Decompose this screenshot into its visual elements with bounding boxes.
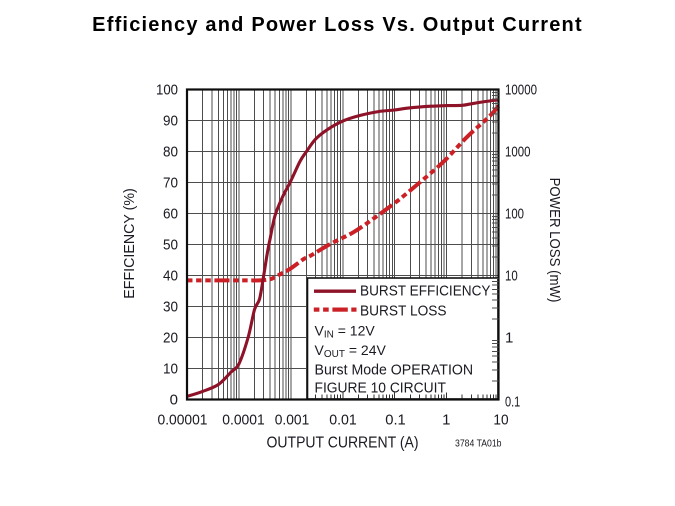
svg-text:20: 20 — [163, 330, 178, 347]
svg-text:0.1: 0.1 — [505, 394, 520, 411]
svg-text:0.1: 0.1 — [385, 412, 406, 429]
svg-text:Burst Mode OPERATION: Burst Mode OPERATION — [315, 362, 474, 378]
svg-text:50: 50 — [163, 237, 178, 254]
svg-text:0: 0 — [170, 392, 178, 409]
svg-text:10: 10 — [163, 361, 178, 378]
svg-text:1000: 1000 — [505, 144, 531, 161]
svg-text:10000: 10000 — [505, 82, 537, 99]
svg-text:10: 10 — [493, 412, 508, 429]
svg-text:1: 1 — [442, 412, 450, 429]
svg-text:100: 100 — [156, 82, 178, 99]
svg-text:FIGURE 10 CIRCUIT: FIGURE 10 CIRCUIT — [315, 381, 446, 397]
svg-text:0.001: 0.001 — [275, 412, 310, 429]
svg-text:OUTPUT CURRENT (A): OUTPUT CURRENT (A) — [267, 435, 419, 452]
svg-text:40: 40 — [163, 268, 178, 285]
svg-text:60: 60 — [163, 206, 178, 223]
svg-text:100: 100 — [505, 206, 524, 223]
svg-text:30: 30 — [163, 299, 178, 316]
svg-text:70: 70 — [163, 175, 178, 192]
svg-text:1: 1 — [505, 330, 513, 347]
svg-text:3784 TA01b: 3784 TA01b — [455, 439, 502, 450]
svg-text:BURST EFFICIENCY: BURST EFFICIENCY — [360, 284, 491, 300]
svg-text:Efficiency and Power Loss Vs.: Efficiency and Power Loss Vs. Output Cur… — [92, 14, 583, 36]
svg-text:80: 80 — [163, 144, 178, 161]
svg-text:VIN = 12V: VIN = 12V — [315, 323, 376, 341]
svg-text:0.0001: 0.0001 — [222, 412, 265, 429]
svg-text:POWER LOSS (mW): POWER LOSS (mW) — [546, 178, 563, 303]
svg-text:BURST LOSS: BURST LOSS — [360, 304, 447, 320]
svg-text:90: 90 — [163, 113, 178, 130]
svg-text:10: 10 — [505, 268, 518, 285]
svg-text:0.01: 0.01 — [329, 412, 357, 429]
svg-text:EFFICIENCY (%): EFFICIENCY (%) — [121, 188, 138, 299]
svg-text:0.00001: 0.00001 — [158, 412, 208, 429]
